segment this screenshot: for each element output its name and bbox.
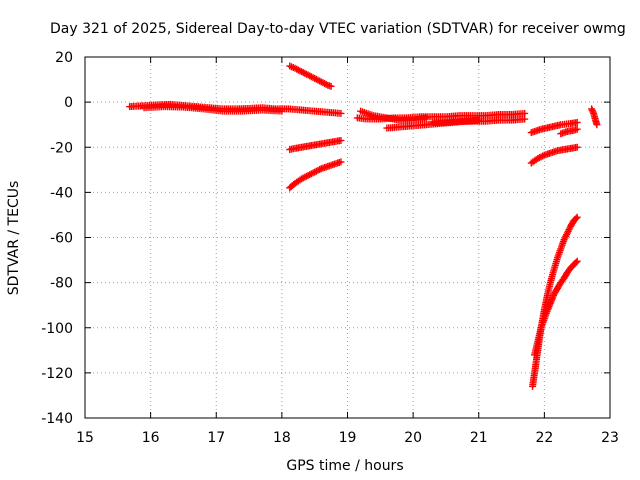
x-tick-label: 22 [535, 430, 553, 446]
data-point [337, 158, 345, 166]
series-arc-1b [140, 103, 286, 115]
chart-title: Day 321 of 2025, Sidereal Day-to-day VTE… [50, 21, 626, 37]
x-tick-label: 19 [339, 430, 357, 446]
data-point [572, 258, 580, 266]
series-arc-9 [527, 118, 581, 137]
y-tick-label: -40 [50, 185, 73, 201]
y-tick-label: 20 [55, 50, 73, 66]
data-point [337, 109, 345, 117]
y-axis-label: SDTVAR / TECUs [6, 181, 22, 296]
data-point [573, 257, 581, 265]
axis-ticks [84, 56, 611, 419]
data-point [422, 114, 430, 122]
series-arc-12 [588, 105, 601, 129]
x-tick-label: 15 [76, 430, 94, 446]
y-tick-label: -20 [50, 140, 73, 156]
y-tick-label: -100 [41, 321, 73, 337]
x-tick-label: 18 [273, 430, 291, 446]
grid [85, 57, 610, 418]
x-axis-label: GPS time / hours [286, 458, 403, 474]
data-point [278, 107, 286, 115]
y-tick-label: -80 [50, 276, 73, 292]
series-arc-13 [529, 213, 581, 390]
data-marks [126, 62, 601, 390]
data-point [593, 121, 601, 129]
series-arc-14 [531, 257, 581, 359]
y-tick-label: -60 [50, 231, 73, 247]
x-tick-label: 20 [404, 430, 422, 446]
data-point [572, 214, 580, 222]
data-point [521, 115, 529, 123]
series-arc-10 [557, 125, 581, 138]
series-arc-2 [286, 62, 335, 90]
y-tick-label: -140 [41, 411, 73, 427]
data-point [573, 213, 581, 221]
series-arc-7 [429, 115, 529, 126]
y-tick-label: 0 [64, 95, 73, 111]
data-point [573, 143, 581, 151]
x-tick-label: 16 [142, 430, 160, 446]
x-tick-label: 23 [601, 430, 619, 446]
data-point [573, 118, 581, 126]
x-tick-labels: 15 16 17 18 19 20 21 22 23 [76, 430, 619, 446]
data-point [327, 82, 335, 90]
data-point [337, 136, 345, 144]
series-arc-8 [357, 107, 430, 124]
data-point [573, 125, 581, 133]
y-tick-labels: 20 0 -20 -40 -60 -80 -100 -120 -140 [41, 50, 73, 427]
series-arc-11 [527, 143, 581, 167]
x-tick-label: 21 [470, 430, 488, 446]
series-arc-3 [286, 136, 345, 154]
y-tick-label: -120 [41, 366, 73, 382]
x-tick-label: 17 [207, 430, 225, 446]
series-arc-4 [286, 158, 345, 192]
